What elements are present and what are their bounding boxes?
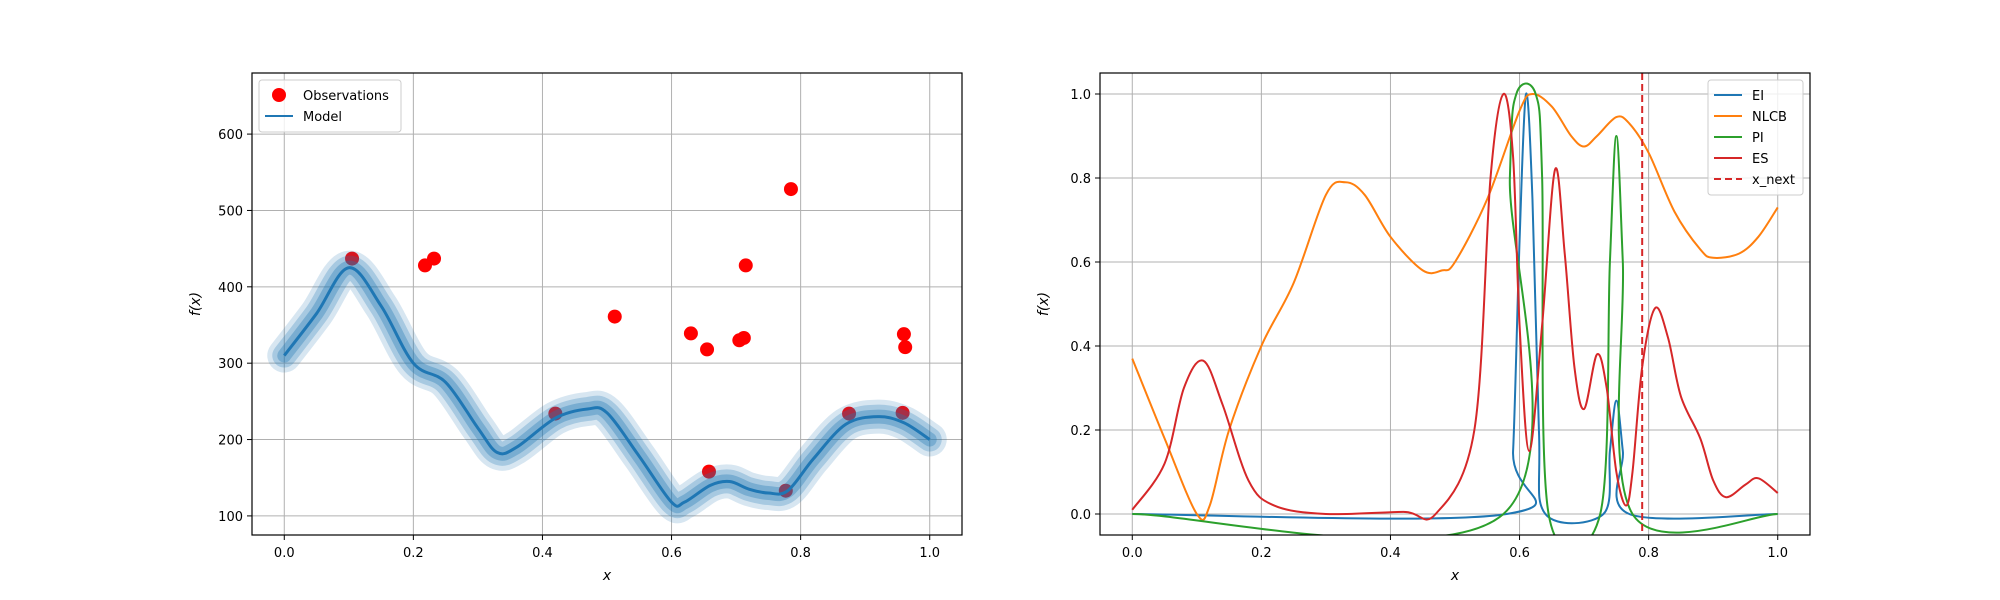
- y-tick-label: 400: [218, 281, 243, 296]
- y-tick-label: 0.2: [1070, 424, 1091, 439]
- y-tick-label: 100: [218, 510, 243, 525]
- y-tick-label: 300: [218, 357, 243, 372]
- legend-label-model: Model: [303, 110, 342, 125]
- y-tick-label: 200: [218, 434, 243, 449]
- observation-point: [607, 309, 622, 324]
- y-tick-label: 0.0: [1070, 508, 1091, 523]
- legend-label-ei: EI: [1752, 89, 1764, 104]
- x-tick-label: 0.4: [1380, 546, 1401, 561]
- series-nlcb-line: [1131, 92, 1779, 521]
- observation-point: [345, 251, 360, 266]
- observation-point: [683, 326, 698, 341]
- left-chart: 0.0 0.2 0.4 0.6 0.8 1.0 100 200 300 400 500 600 x f(x…: [188, 72, 963, 584]
- legend-marker-observations: [272, 88, 286, 102]
- y-axis-label: f(x): [188, 292, 204, 316]
- axes-frame: [251, 72, 963, 536]
- y-tick-label: 1.0: [1070, 88, 1091, 103]
- observation-point: [842, 406, 857, 421]
- x-tick-label: 0.8: [1638, 546, 1659, 561]
- observation-point: [701, 464, 716, 479]
- observation-point: [895, 405, 910, 420]
- y-tick-label: 500: [218, 204, 243, 219]
- x-tick-label: 0.2: [1251, 546, 1272, 561]
- x-tick-label: 0.0: [1122, 546, 1143, 561]
- y-tick-label: 0.6: [1070, 256, 1091, 271]
- x-tick-label: 0.2: [403, 546, 424, 561]
- right-chart: 0.0 0.2 0.4 0.6 0.8 1.0 0.0 0.2 0.4 0.6 0.8 1.0 x f(x…: [1036, 72, 1811, 584]
- legend-label-observations: Observations: [303, 89, 389, 104]
- y-axis-label: f(x): [1036, 292, 1052, 316]
- observation-point: [898, 340, 913, 355]
- x-tick-label: 0.8: [790, 546, 811, 561]
- series-pi-line: [1132, 82, 1778, 535]
- legend: EI NLCB PI ES x_next: [1707, 79, 1804, 196]
- axes-frame: [1099, 72, 1811, 536]
- x-tick-label: 0.6: [661, 546, 682, 561]
- legend-label-pi: PI: [1752, 131, 1764, 146]
- legend-label-x-next: x_next: [1752, 173, 1795, 188]
- series-model-line: [283, 266, 931, 508]
- x-tick-label: 0.0: [274, 546, 295, 561]
- y-tick-label: 0.4: [1070, 340, 1091, 355]
- x-tick-label: 1.0: [1767, 546, 1788, 561]
- observation-point: [783, 182, 798, 197]
- series-ei-line: [1132, 92, 1778, 525]
- legend-label-nlcb: NLCB: [1752, 110, 1787, 125]
- legend-label-es: ES: [1752, 152, 1768, 167]
- plot-area: [1131, 73, 1779, 535]
- observation-point: [700, 342, 715, 357]
- x-tick-label: 1.0: [919, 546, 940, 561]
- y-tick-label: 0.8: [1070, 172, 1091, 187]
- x-axis-label: x: [602, 568, 612, 584]
- x-axis-label: x: [1450, 568, 1460, 584]
- observation-point: [427, 251, 442, 266]
- y-tick-label: 600: [218, 128, 243, 143]
- observation-point: [738, 258, 753, 273]
- legend: Observations Model: [258, 79, 402, 133]
- observation-point: [896, 327, 911, 342]
- observation-point: [736, 330, 751, 345]
- series-es-line: [1131, 92, 1779, 521]
- x-tick-label: 0.6: [1509, 546, 1530, 561]
- plot-area: [267, 182, 947, 524]
- x-tick-label: 0.4: [532, 546, 553, 561]
